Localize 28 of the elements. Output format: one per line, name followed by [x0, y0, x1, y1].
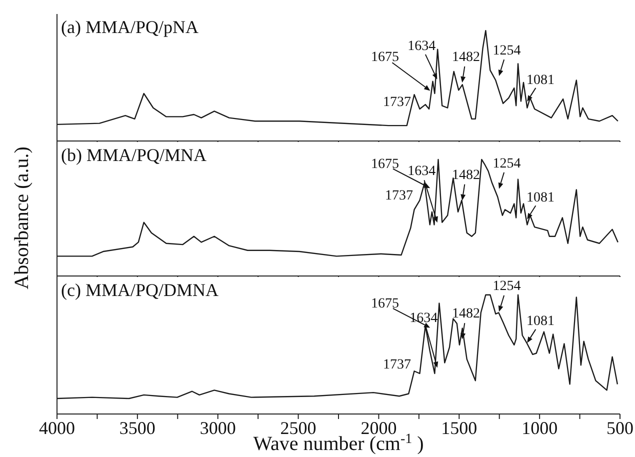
annotation: 1081 [526, 190, 555, 206]
annotation: 1081 [526, 314, 555, 330]
annotation: 1675 [370, 296, 399, 312]
annotation: 1254 [492, 279, 521, 294]
x-tick-label: 3000 [200, 418, 236, 438]
annotation: 1737 [385, 188, 414, 204]
annotation: 1081 [526, 72, 555, 88]
annotation: 1254 [492, 43, 521, 58]
annotation: 1482 [452, 168, 480, 183]
annotation: 1254 [492, 156, 521, 172]
x-tick-label: 1000 [522, 418, 558, 438]
annotation: 1482 [452, 306, 480, 322]
annotation: 1482 [452, 50, 480, 66]
x-tick-label: 3500 [119, 418, 156, 438]
annotation: 1737 [383, 358, 412, 373]
chart-title: (b) MMA/PQ/MNA [61, 144, 207, 166]
x-tick-label: 500 [606, 418, 634, 438]
chart-title: (c) MMA/PQ/DMNA [61, 279, 218, 301]
annotation: 1737 [383, 95, 412, 110]
x-tick-label: 4000 [39, 418, 75, 438]
annotation: 1675 [370, 50, 399, 65]
annotation: 1634 [408, 164, 436, 180]
x-tick-label: 1500 [441, 418, 478, 438]
annotation: 1675 [370, 157, 399, 172]
chart-title: (a) MMA/PQ/pNA [61, 16, 198, 38]
y-axis-title: Absorbance (a.u.) [10, 146, 34, 289]
annotation: 1634 [408, 38, 436, 54]
x-tick-label: 2000 [360, 418, 397, 438]
